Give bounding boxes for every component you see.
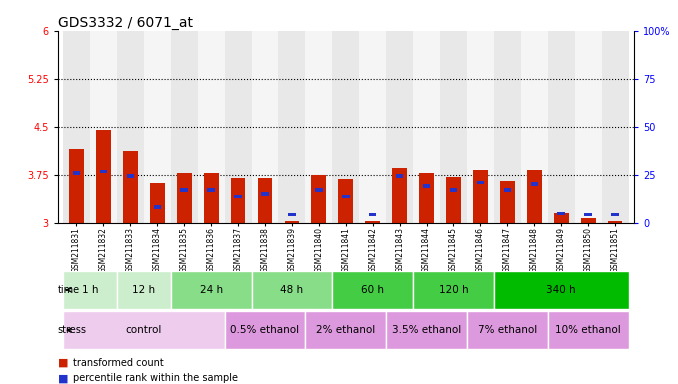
Text: transformed count: transformed count [73, 358, 163, 368]
Bar [396, 174, 403, 178]
Bar [252, 31, 279, 223]
Bar [207, 189, 215, 192]
Text: stress: stress [58, 325, 87, 335]
Bar [450, 189, 457, 192]
Bar [117, 271, 171, 309]
Bar [467, 31, 494, 223]
Bar [446, 177, 461, 223]
Text: ■: ■ [58, 373, 68, 383]
Bar [258, 178, 273, 223]
Bar [117, 31, 144, 223]
Bar [73, 171, 80, 175]
Bar [288, 213, 296, 216]
Bar [315, 189, 323, 192]
Bar [311, 175, 326, 223]
Bar [279, 31, 305, 223]
Bar [473, 170, 488, 223]
Bar [393, 168, 407, 223]
Bar [305, 31, 332, 223]
Bar [527, 170, 542, 223]
Bar [180, 189, 188, 192]
Bar [338, 179, 353, 223]
Text: 7% ethanol: 7% ethanol [478, 325, 537, 335]
Bar [153, 205, 161, 209]
Bar [150, 183, 165, 223]
Text: 12 h: 12 h [132, 285, 155, 295]
Bar [63, 31, 90, 223]
Bar [69, 149, 84, 223]
Bar [530, 182, 538, 185]
Text: GDS3332 / 6071_at: GDS3332 / 6071_at [58, 16, 193, 30]
Bar [252, 271, 332, 309]
Bar [203, 173, 218, 223]
Text: ■: ■ [58, 358, 68, 368]
Bar [332, 271, 413, 309]
Bar [504, 189, 511, 192]
Bar [63, 271, 117, 309]
Bar [467, 311, 548, 349]
Bar [413, 31, 440, 223]
Bar [575, 31, 601, 223]
Bar [494, 271, 629, 309]
Bar [612, 213, 619, 216]
Bar [171, 31, 198, 223]
Text: time: time [58, 285, 80, 295]
Bar [342, 195, 350, 199]
Bar [440, 31, 467, 223]
Bar [581, 218, 595, 223]
Bar [177, 174, 192, 223]
Bar [419, 174, 434, 223]
Bar [171, 271, 252, 309]
Text: 48 h: 48 h [281, 285, 304, 295]
Bar [332, 31, 359, 223]
Bar [96, 130, 111, 223]
Bar [494, 31, 521, 223]
Text: 2% ethanol: 2% ethanol [316, 325, 376, 335]
Bar [127, 174, 134, 178]
Text: 60 h: 60 h [361, 285, 384, 295]
Bar [548, 31, 575, 223]
Bar [100, 170, 107, 174]
Bar [423, 184, 431, 187]
Bar [224, 311, 305, 349]
Bar [123, 151, 138, 223]
Bar [548, 311, 629, 349]
Bar [90, 31, 117, 223]
Bar [359, 31, 386, 223]
Bar [607, 222, 622, 223]
Bar [144, 31, 171, 223]
Bar [369, 213, 376, 216]
Bar [413, 271, 494, 309]
Bar [477, 181, 484, 184]
Bar [261, 192, 268, 196]
Bar [224, 31, 252, 223]
Text: 3.5% ethanol: 3.5% ethanol [392, 325, 461, 335]
Text: 24 h: 24 h [199, 285, 222, 295]
Bar [386, 31, 413, 223]
Bar [365, 222, 380, 223]
Bar [305, 311, 386, 349]
Bar [557, 212, 565, 215]
Bar [198, 31, 224, 223]
Bar [554, 213, 569, 223]
Bar [500, 181, 515, 223]
Bar [521, 31, 548, 223]
Text: 120 h: 120 h [439, 285, 468, 295]
Text: 1 h: 1 h [81, 285, 98, 295]
Text: control: control [125, 325, 162, 335]
Text: 0.5% ethanol: 0.5% ethanol [231, 325, 300, 335]
Bar [386, 311, 467, 349]
Bar [235, 195, 242, 199]
Bar [63, 311, 224, 349]
Text: 10% ethanol: 10% ethanol [555, 325, 621, 335]
Bar [601, 31, 629, 223]
Bar [584, 213, 592, 216]
Text: percentile rank within the sample: percentile rank within the sample [73, 373, 237, 383]
Text: 340 h: 340 h [546, 285, 576, 295]
Bar [285, 222, 299, 223]
Bar [231, 178, 245, 223]
